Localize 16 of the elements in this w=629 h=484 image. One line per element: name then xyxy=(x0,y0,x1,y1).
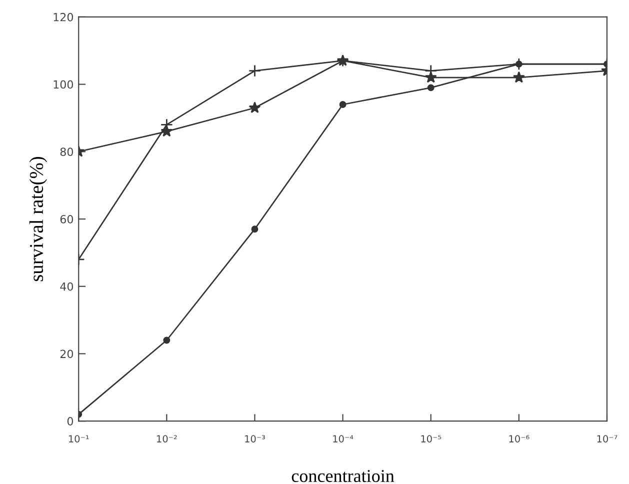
x-tick-label: 10⁻⁴ xyxy=(333,435,354,442)
x-axis-title: concentratioin xyxy=(292,470,394,482)
y-tick-label: 120 xyxy=(54,12,74,22)
y-tick-label: 20 xyxy=(60,350,74,358)
y-tick-label: 100 xyxy=(54,80,74,89)
x-tick-label: 10⁻⁷ xyxy=(597,435,618,442)
y-axis-title: survival rate(%) xyxy=(29,156,47,282)
y-tick-label: 60 xyxy=(60,214,74,224)
x-tick-label: 10⁻¹ xyxy=(68,435,89,442)
x-tick-label: 10⁻² xyxy=(157,435,177,442)
y-tick-label: 80 xyxy=(60,148,74,156)
y-tick-label: 0 xyxy=(67,417,74,426)
x-tick-label: 10⁻⁵ xyxy=(421,435,442,442)
x-tick-label: 10⁻³ xyxy=(245,435,265,442)
x-tick-label: 10⁻⁶ xyxy=(509,435,530,442)
y-tick-label: 40 xyxy=(60,282,74,291)
